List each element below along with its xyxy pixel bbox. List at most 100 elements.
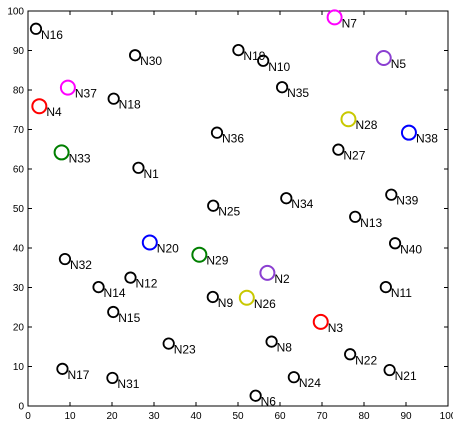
y-tick-label: 30 bbox=[13, 283, 25, 294]
point-marker bbox=[312, 313, 329, 330]
point-label: N22 bbox=[355, 353, 377, 367]
data-point-n28: N28 bbox=[340, 111, 378, 132]
data-point-n40: N40 bbox=[388, 237, 422, 256]
point-label: N30 bbox=[140, 54, 162, 68]
data-point-n11: N11 bbox=[379, 281, 412, 300]
point-label: N17 bbox=[67, 368, 89, 382]
data-point-n25: N25 bbox=[207, 199, 241, 219]
data-point-n12: N12 bbox=[124, 271, 158, 291]
y-tick-label: 0 bbox=[18, 402, 24, 413]
data-point-n27: N27 bbox=[332, 143, 366, 163]
point-marker bbox=[56, 362, 69, 375]
data-point-n1: N1 bbox=[132, 161, 159, 181]
point-label: N10 bbox=[268, 60, 290, 74]
point-marker bbox=[92, 281, 105, 294]
point-marker bbox=[29, 22, 43, 35]
point-marker bbox=[265, 335, 278, 348]
point-marker bbox=[326, 9, 343, 26]
point-marker bbox=[107, 305, 120, 319]
data-point-n15: N15 bbox=[107, 305, 141, 325]
point-marker bbox=[332, 143, 345, 156]
point-marker bbox=[107, 92, 120, 105]
point-marker bbox=[206, 290, 219, 304]
point-label: N23 bbox=[174, 343, 196, 357]
data-point-n38: N38 bbox=[400, 124, 438, 146]
point-label: N12 bbox=[135, 277, 157, 291]
data-point-n18: N18 bbox=[107, 92, 141, 112]
point-marker bbox=[340, 111, 357, 128]
data-point-n3: N3 bbox=[312, 313, 344, 335]
data-point-n30: N30 bbox=[129, 49, 162, 68]
data-points: N1 N2 N3 N4 N5 N6 N7 N8 N9 N10 N11 N12 N13 N14 N15 N16 N… bbox=[29, 9, 438, 409]
y-tick-label: 60 bbox=[13, 165, 25, 176]
point-label: N26 bbox=[254, 297, 276, 311]
point-marker bbox=[53, 144, 70, 161]
point-label: N4 bbox=[46, 105, 62, 119]
y-tick-label: 80 bbox=[13, 86, 25, 97]
x-tick-label: 90 bbox=[400, 411, 412, 421]
data-point-n21: N21 bbox=[383, 363, 417, 383]
point-label: N2 bbox=[274, 272, 290, 286]
point-label: N40 bbox=[400, 242, 422, 256]
point-marker bbox=[375, 50, 392, 67]
data-point-n4: N4 bbox=[31, 98, 62, 119]
data-point-n33: N33 bbox=[53, 144, 91, 165]
point-marker bbox=[257, 54, 270, 67]
point-marker bbox=[210, 126, 224, 139]
y-tick-label: 10 bbox=[13, 362, 25, 373]
point-label: N3 bbox=[328, 321, 344, 335]
data-point-n8: N8 bbox=[265, 335, 292, 355]
point-marker bbox=[191, 246, 208, 263]
data-point-n29: N29 bbox=[191, 246, 229, 268]
x-tick-label: 60 bbox=[274, 411, 286, 421]
data-point-n2: N2 bbox=[259, 264, 290, 286]
point-label: N38 bbox=[416, 132, 438, 146]
point-marker bbox=[379, 281, 392, 294]
point-label: N29 bbox=[206, 254, 228, 268]
data-point-n16: N16 bbox=[29, 22, 63, 42]
data-point-n36: N36 bbox=[210, 126, 244, 146]
data-point-n13: N13 bbox=[349, 210, 383, 230]
point-marker bbox=[349, 210, 362, 223]
point-marker bbox=[385, 188, 398, 201]
y-tick-label: 50 bbox=[13, 204, 25, 215]
point-marker bbox=[388, 237, 402, 250]
data-point-n17: N17 bbox=[56, 362, 90, 382]
point-label: N35 bbox=[287, 86, 309, 100]
point-marker bbox=[124, 271, 137, 284]
point-marker bbox=[275, 81, 289, 94]
data-point-n31: N31 bbox=[106, 371, 140, 391]
x-tick-label: 50 bbox=[232, 411, 244, 421]
data-point-n34: N34 bbox=[280, 192, 314, 211]
data-point-n26: N26 bbox=[238, 289, 276, 311]
x-tick-label: 0 bbox=[25, 411, 31, 421]
y-tick-label: 40 bbox=[13, 244, 25, 255]
point-label: N21 bbox=[395, 369, 417, 383]
data-point-n22: N22 bbox=[344, 348, 377, 367]
point-marker bbox=[59, 79, 76, 96]
data-point-n19: N19 bbox=[232, 44, 266, 63]
y-tick-label: 70 bbox=[13, 125, 25, 136]
point-label: N37 bbox=[75, 87, 97, 101]
data-point-n32: N32 bbox=[58, 252, 92, 272]
data-point-n20: N20 bbox=[141, 234, 179, 255]
point-label: N14 bbox=[104, 286, 126, 300]
y-tick-label: 90 bbox=[13, 46, 25, 57]
point-marker bbox=[280, 192, 293, 205]
point-marker bbox=[129, 49, 142, 62]
point-label: N16 bbox=[41, 28, 63, 42]
point-label: N31 bbox=[117, 377, 139, 391]
point-label: N5 bbox=[391, 57, 407, 71]
data-point-n24: N24 bbox=[287, 371, 321, 390]
point-label: N19 bbox=[243, 49, 265, 63]
point-marker bbox=[238, 289, 255, 306]
point-marker bbox=[31, 98, 48, 115]
point-label: N15 bbox=[118, 311, 140, 325]
point-marker bbox=[400, 124, 417, 141]
x-tick-label: 30 bbox=[148, 411, 160, 421]
point-label: N13 bbox=[360, 216, 382, 230]
point-label: N28 bbox=[355, 118, 377, 132]
point-marker bbox=[207, 199, 220, 212]
point-marker bbox=[106, 371, 119, 385]
data-point-n23: N23 bbox=[162, 337, 196, 357]
